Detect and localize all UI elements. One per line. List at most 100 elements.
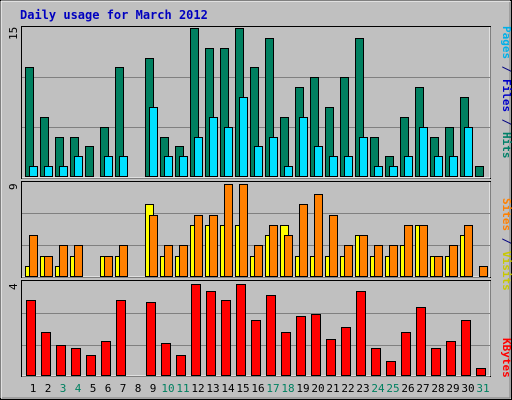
files-bar-day-18 [284,166,293,177]
kbytes-bar-day-11 [176,355,186,376]
x-tick-label-day-25: 25 [386,382,399,395]
kbytes-bar-day-21 [326,339,336,376]
files-bar-day-1 [29,166,38,177]
files-bar-day-11 [179,156,188,177]
sites-bar-day-24 [374,245,383,277]
kbytes-bar-day-1 [26,300,36,376]
sites-bar-day-9 [149,215,158,277]
x-tick-label-day-3: 3 [60,382,67,395]
y-label-sep-2: / [500,112,512,132]
kbytes-bar-day-29 [446,341,456,376]
files-bar-day-9 [149,107,158,177]
x-tick-label-day-31: 31 [476,382,489,395]
x-tick-label-day-9: 9 [150,382,157,395]
kbytes-bar-day-23 [356,291,366,376]
sites-bar-day-1 [29,235,38,277]
kbytes-bar-day-13 [206,291,216,376]
sites-bar-day-13 [209,215,218,277]
kbytes-bar-day-14 [221,300,231,376]
y-label-sep-1: / [500,59,512,79]
files-bar-day-6 [104,156,113,177]
y-label-files: Files [500,79,512,112]
x-tick-label-day-20: 20 [311,382,324,395]
x-tick-label-day-26: 26 [401,382,414,395]
sites-bar-day-17 [269,225,278,277]
x-tick-label-day-8: 8 [135,382,142,395]
files-bar-day-4 [74,156,83,177]
sites-bar-day-6 [104,256,113,277]
y-label-sites: Sites [500,198,512,231]
sites-bar-day-30 [464,225,473,277]
sites-bar-day-31 [479,266,488,277]
files-bar-day-30 [464,127,473,177]
kbytes-bar-day-15 [236,284,246,376]
y-max-label-sites: 9 [7,183,20,190]
x-tick-label-day-7: 7 [120,382,127,395]
x-tick-label-day-21: 21 [326,382,339,395]
x-tick-label-day-14: 14 [221,382,235,395]
x-tick-label-day-29: 29 [446,382,459,395]
kbytes-bar-day-7 [116,300,126,376]
sites-bar-day-28 [434,256,443,277]
sites-bar-day-25 [389,245,398,277]
kbytes-bar-day-27 [416,307,426,376]
sites-bar-day-21 [329,215,338,277]
hits-bar-day-5 [85,146,94,177]
files-bar-day-27 [419,127,428,177]
kbytes-bar-day-31 [476,368,486,376]
kbytes-bar-day-30 [461,320,471,376]
kbytes-bar-day-19 [296,316,306,376]
kbytes-bar-day-20 [311,314,321,376]
x-tick-label-day-22: 22 [341,382,354,395]
files-bar-day-12 [194,137,203,177]
files-bar-day-28 [434,156,443,177]
files-bar-day-26 [404,156,413,177]
x-tick-label-day-11: 11 [176,382,189,395]
x-tick-label-day-23: 23 [356,382,369,395]
files-bar-day-15 [239,97,248,177]
sites-bar-day-22 [344,245,353,277]
sites-bar-day-23 [359,235,368,277]
kbytes-bar-day-5 [86,355,96,376]
y-label-visits: Visits [500,251,512,291]
files-bar-day-16 [254,146,263,177]
x-tick-label-day-30: 30 [461,382,474,395]
bars-hits-files [25,28,484,177]
sites-bar-day-15 [239,184,248,277]
sites-bar-day-4 [74,245,83,277]
x-tick-label-day-13: 13 [206,382,219,395]
kbytes-bar-day-9 [146,302,156,376]
sites-bar-day-19 [299,204,308,277]
sites-bar-day-14 [224,184,233,277]
files-bar-day-10 [164,156,173,177]
hits-bar-day-31 [475,166,484,177]
x-tick-label-day-15: 15 [236,382,249,395]
x-tick-label-day-28: 28 [431,382,444,395]
kbytes-bar-day-4 [71,348,81,376]
y-label-hits: Hits [500,132,512,159]
files-bar-day-19 [299,117,308,177]
kbytes-bar-day-10 [161,343,171,376]
kbytes-bar-day-12 [191,284,201,376]
hits-bar-day-1 [25,67,34,177]
bars-sites-visits [25,184,488,277]
sites-bar-day-2 [44,256,53,277]
sites-bar-day-20 [314,194,323,277]
files-bar-day-13 [209,117,218,177]
x-tick-label-day-10: 10 [161,382,174,395]
x-tick-label-day-19: 19 [296,382,309,395]
x-tick-label-day-2: 2 [45,382,52,395]
y-max-label-kbytes: 4 [7,283,20,290]
kbytes-bar-day-2 [41,332,51,376]
sites-bar-day-29 [449,245,458,277]
files-bar-day-20 [314,146,323,177]
sites-bar-day-12 [194,215,203,277]
x-tick-label-day-12: 12 [191,382,204,395]
x-tick-label-day-18: 18 [281,382,294,395]
x-tick-label-day-5: 5 [90,382,97,395]
files-bar-day-14 [224,127,233,177]
x-tick-label-day-24: 24 [371,382,385,395]
files-bar-day-21 [329,156,338,177]
files-bar-day-22 [344,156,353,177]
sites-bar-day-11 [179,245,188,277]
